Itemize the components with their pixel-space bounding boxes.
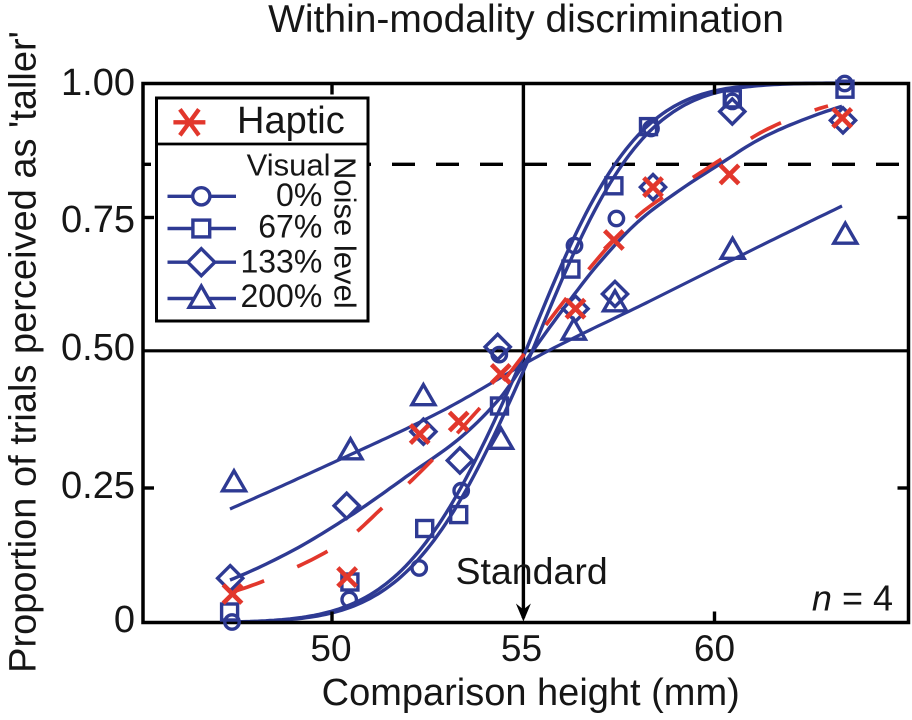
svg-text:Visual: Visual — [247, 148, 331, 183]
svg-text:133%: 133% — [240, 244, 322, 280]
svg-text:60: 60 — [694, 628, 735, 669]
svg-text:0.25: 0.25 — [61, 465, 135, 507]
svg-text:0.50: 0.50 — [61, 327, 135, 369]
svg-text:0: 0 — [114, 599, 135, 641]
svg-text:Noise level: Noise level — [328, 157, 363, 309]
svg-text:0%: 0% — [276, 177, 322, 213]
svg-text:Comparison height (mm): Comparison height (mm) — [322, 672, 740, 714]
svg-text:n = 4: n = 4 — [812, 578, 893, 619]
svg-text:0.75: 0.75 — [61, 199, 135, 241]
svg-text:Haptic: Haptic — [237, 100, 345, 142]
svg-text:Within-modality discrimination: Within-modality discrimination — [268, 0, 784, 41]
svg-text:Proportion of trials perceived: Proportion of trials perceived as 'talle… — [3, 31, 45, 673]
svg-text:200%: 200% — [240, 278, 322, 314]
svg-text:67%: 67% — [258, 209, 322, 245]
svg-text:Standard: Standard — [456, 550, 608, 592]
svg-text:50: 50 — [310, 628, 351, 669]
svg-text:55: 55 — [501, 628, 542, 669]
svg-text:1.00: 1.00 — [61, 62, 135, 104]
